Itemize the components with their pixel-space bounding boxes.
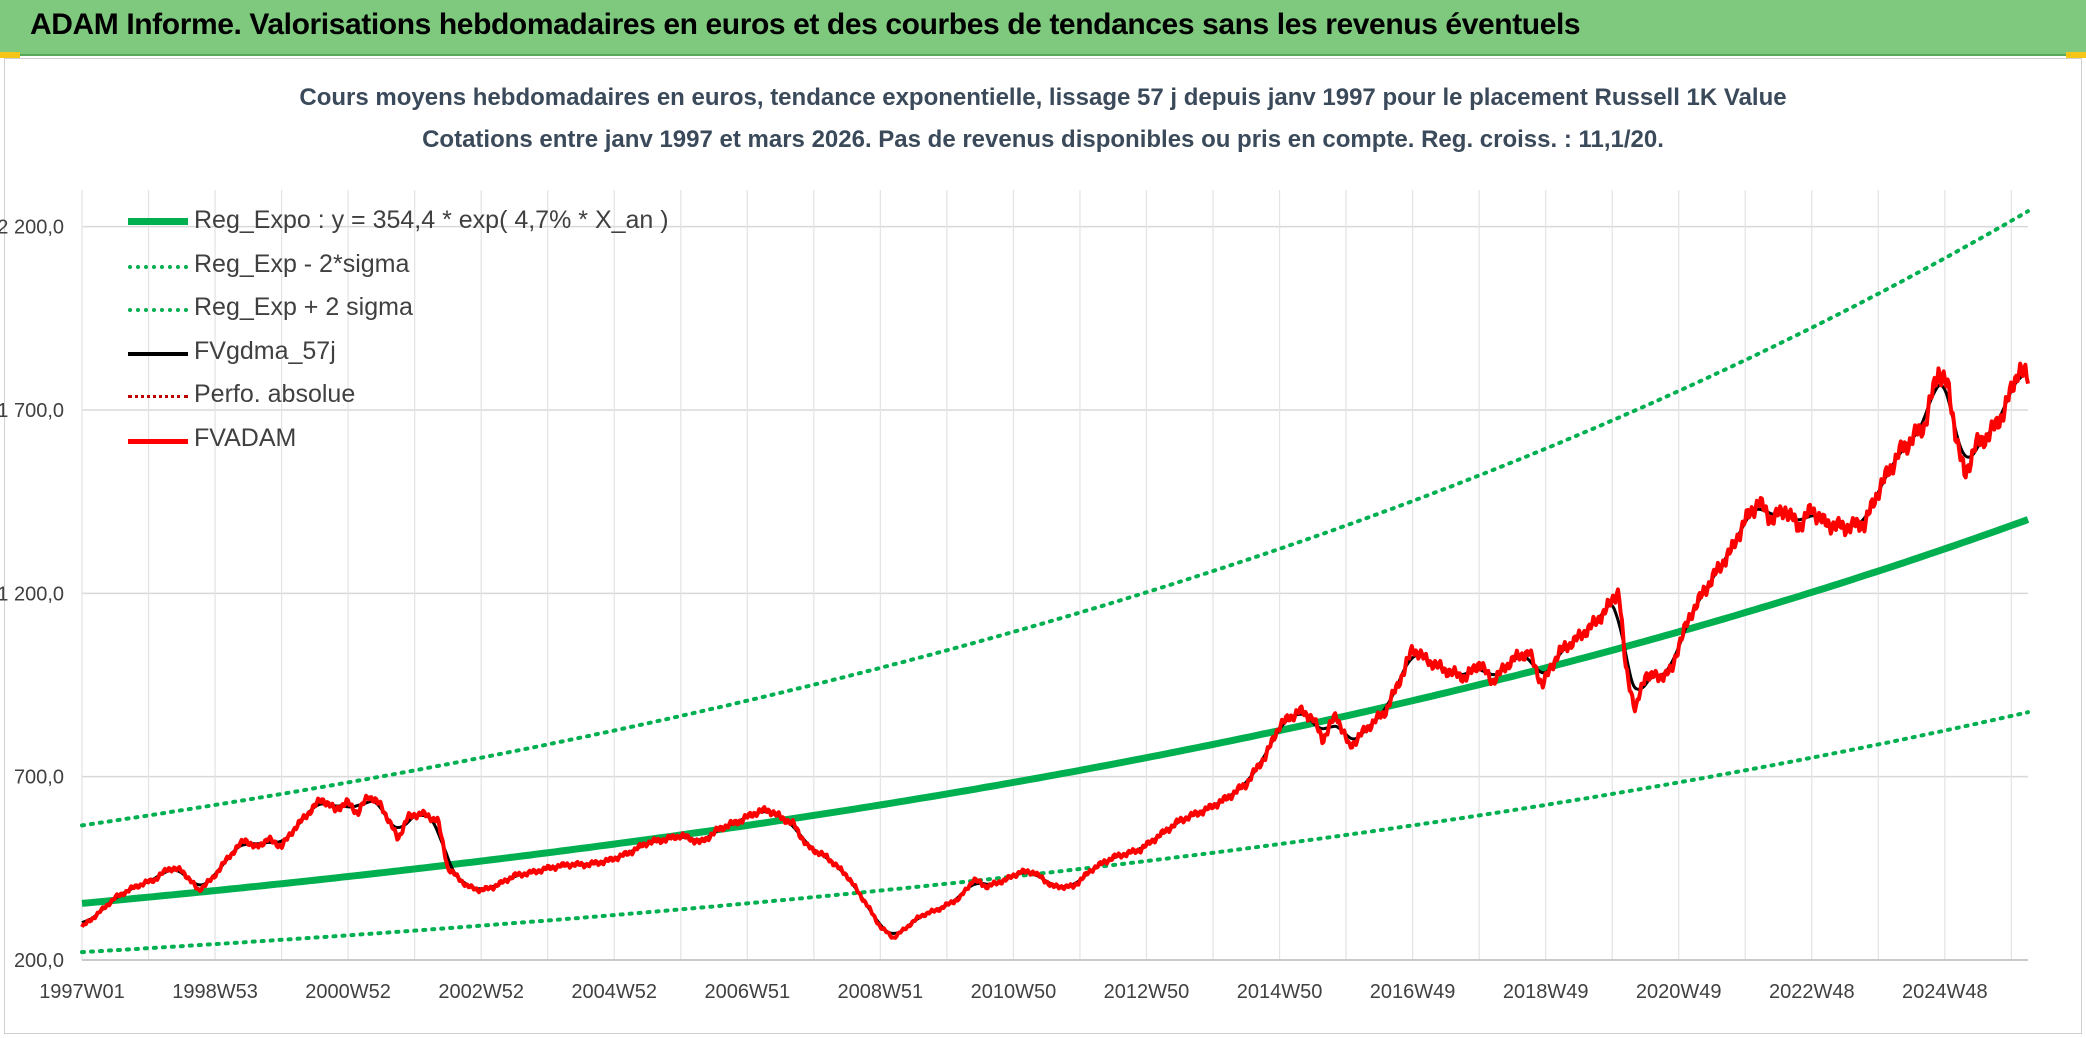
legend-label-reg-minus: Reg_Exp - 2*sigma bbox=[194, 249, 410, 278]
x-tick-label: 2010W50 bbox=[971, 981, 1057, 1003]
legend-label-reg-expo: Reg_Expo : y = 354,4 * exp( 4,7% * X_an … bbox=[194, 206, 669, 234]
legend-swatch-perfo bbox=[128, 395, 188, 398]
x-tick-label: 2008W51 bbox=[838, 981, 924, 1003]
x-tick-label: 2002W52 bbox=[438, 981, 524, 1003]
x-tick-label: 2024W48 bbox=[1902, 981, 1988, 1003]
x-tick-label: 2022W48 bbox=[1769, 981, 1855, 1003]
y-tick-label: 1 700,0 bbox=[0, 400, 64, 422]
x-tick-label: 2016W49 bbox=[1370, 981, 1456, 1003]
series-reg-expo bbox=[81, 516, 2030, 907]
legend-swatch-reg-expo bbox=[128, 218, 188, 225]
x-tick-label: 2018W49 bbox=[1503, 981, 1589, 1003]
header-accent-right bbox=[2066, 52, 2086, 58]
y-tick-label: 2 200,0 bbox=[0, 217, 64, 239]
legend-swatch-fvadam bbox=[128, 438, 188, 444]
series-fvgdma-57j bbox=[81, 371, 2029, 935]
y-tick-label: 200,0 bbox=[14, 950, 64, 972]
grid-lines bbox=[81, 190, 2028, 961]
legend-label-fvgdma: FVgdma_57j bbox=[194, 336, 336, 365]
legend-label-reg-plus: Reg_Exp + 2 sigma bbox=[194, 293, 413, 321]
report-title: ADAM Informe. Valorisations hebdomadaire… bbox=[30, 8, 1581, 41]
x-tick-label: 2012W50 bbox=[1104, 981, 1190, 1003]
chart-title: Cours moyens hebdomadaires en euros, ten… bbox=[299, 84, 1787, 111]
chart-subtitle: Cotations entre janv 1997 et mars 2026. … bbox=[422, 126, 1664, 153]
series-reg-exp-minus-2sigma bbox=[80, 710, 2030, 955]
legend-swatch-reg-minus bbox=[128, 264, 188, 269]
series-lines bbox=[80, 209, 2030, 955]
chart-frame bbox=[4, 58, 2082, 1034]
legend-label-perfo: Perfo. absolue bbox=[194, 380, 356, 408]
legend-label-fvadam: FVADAM bbox=[194, 423, 297, 452]
x-tick-label: 1997W01 bbox=[39, 981, 125, 1003]
x-tick-label: 2000W52 bbox=[305, 981, 391, 1003]
x-tick-label: 2006W51 bbox=[704, 981, 790, 1003]
x-tick-label: 2004W52 bbox=[571, 981, 657, 1003]
series-fvadam bbox=[80, 361, 2030, 940]
x-tick-label: 2014W50 bbox=[1237, 981, 1323, 1003]
legend-swatch-fvgdma bbox=[128, 351, 188, 356]
y-tick-label: 700,0 bbox=[14, 767, 64, 789]
x-tick-label: 2020W49 bbox=[1636, 981, 1722, 1003]
y-axis-labels: 200,0 700,0 1 200,0 1 700,0 2 200,0 bbox=[0, 217, 64, 972]
x-axis-labels: 1997W01 1998W53 2000W52 2002W52 2004W52 2006W… bbox=[39, 981, 1987, 1003]
report-header: ADAM Informe. Valorisations hebdomadaire… bbox=[0, 0, 2086, 58]
legend-swatch-reg-plus bbox=[128, 308, 188, 312]
y-tick-label: 1 200,0 bbox=[0, 583, 64, 605]
header-accent-left bbox=[0, 52, 20, 58]
x-tick-label: 1998W53 bbox=[172, 981, 258, 1003]
